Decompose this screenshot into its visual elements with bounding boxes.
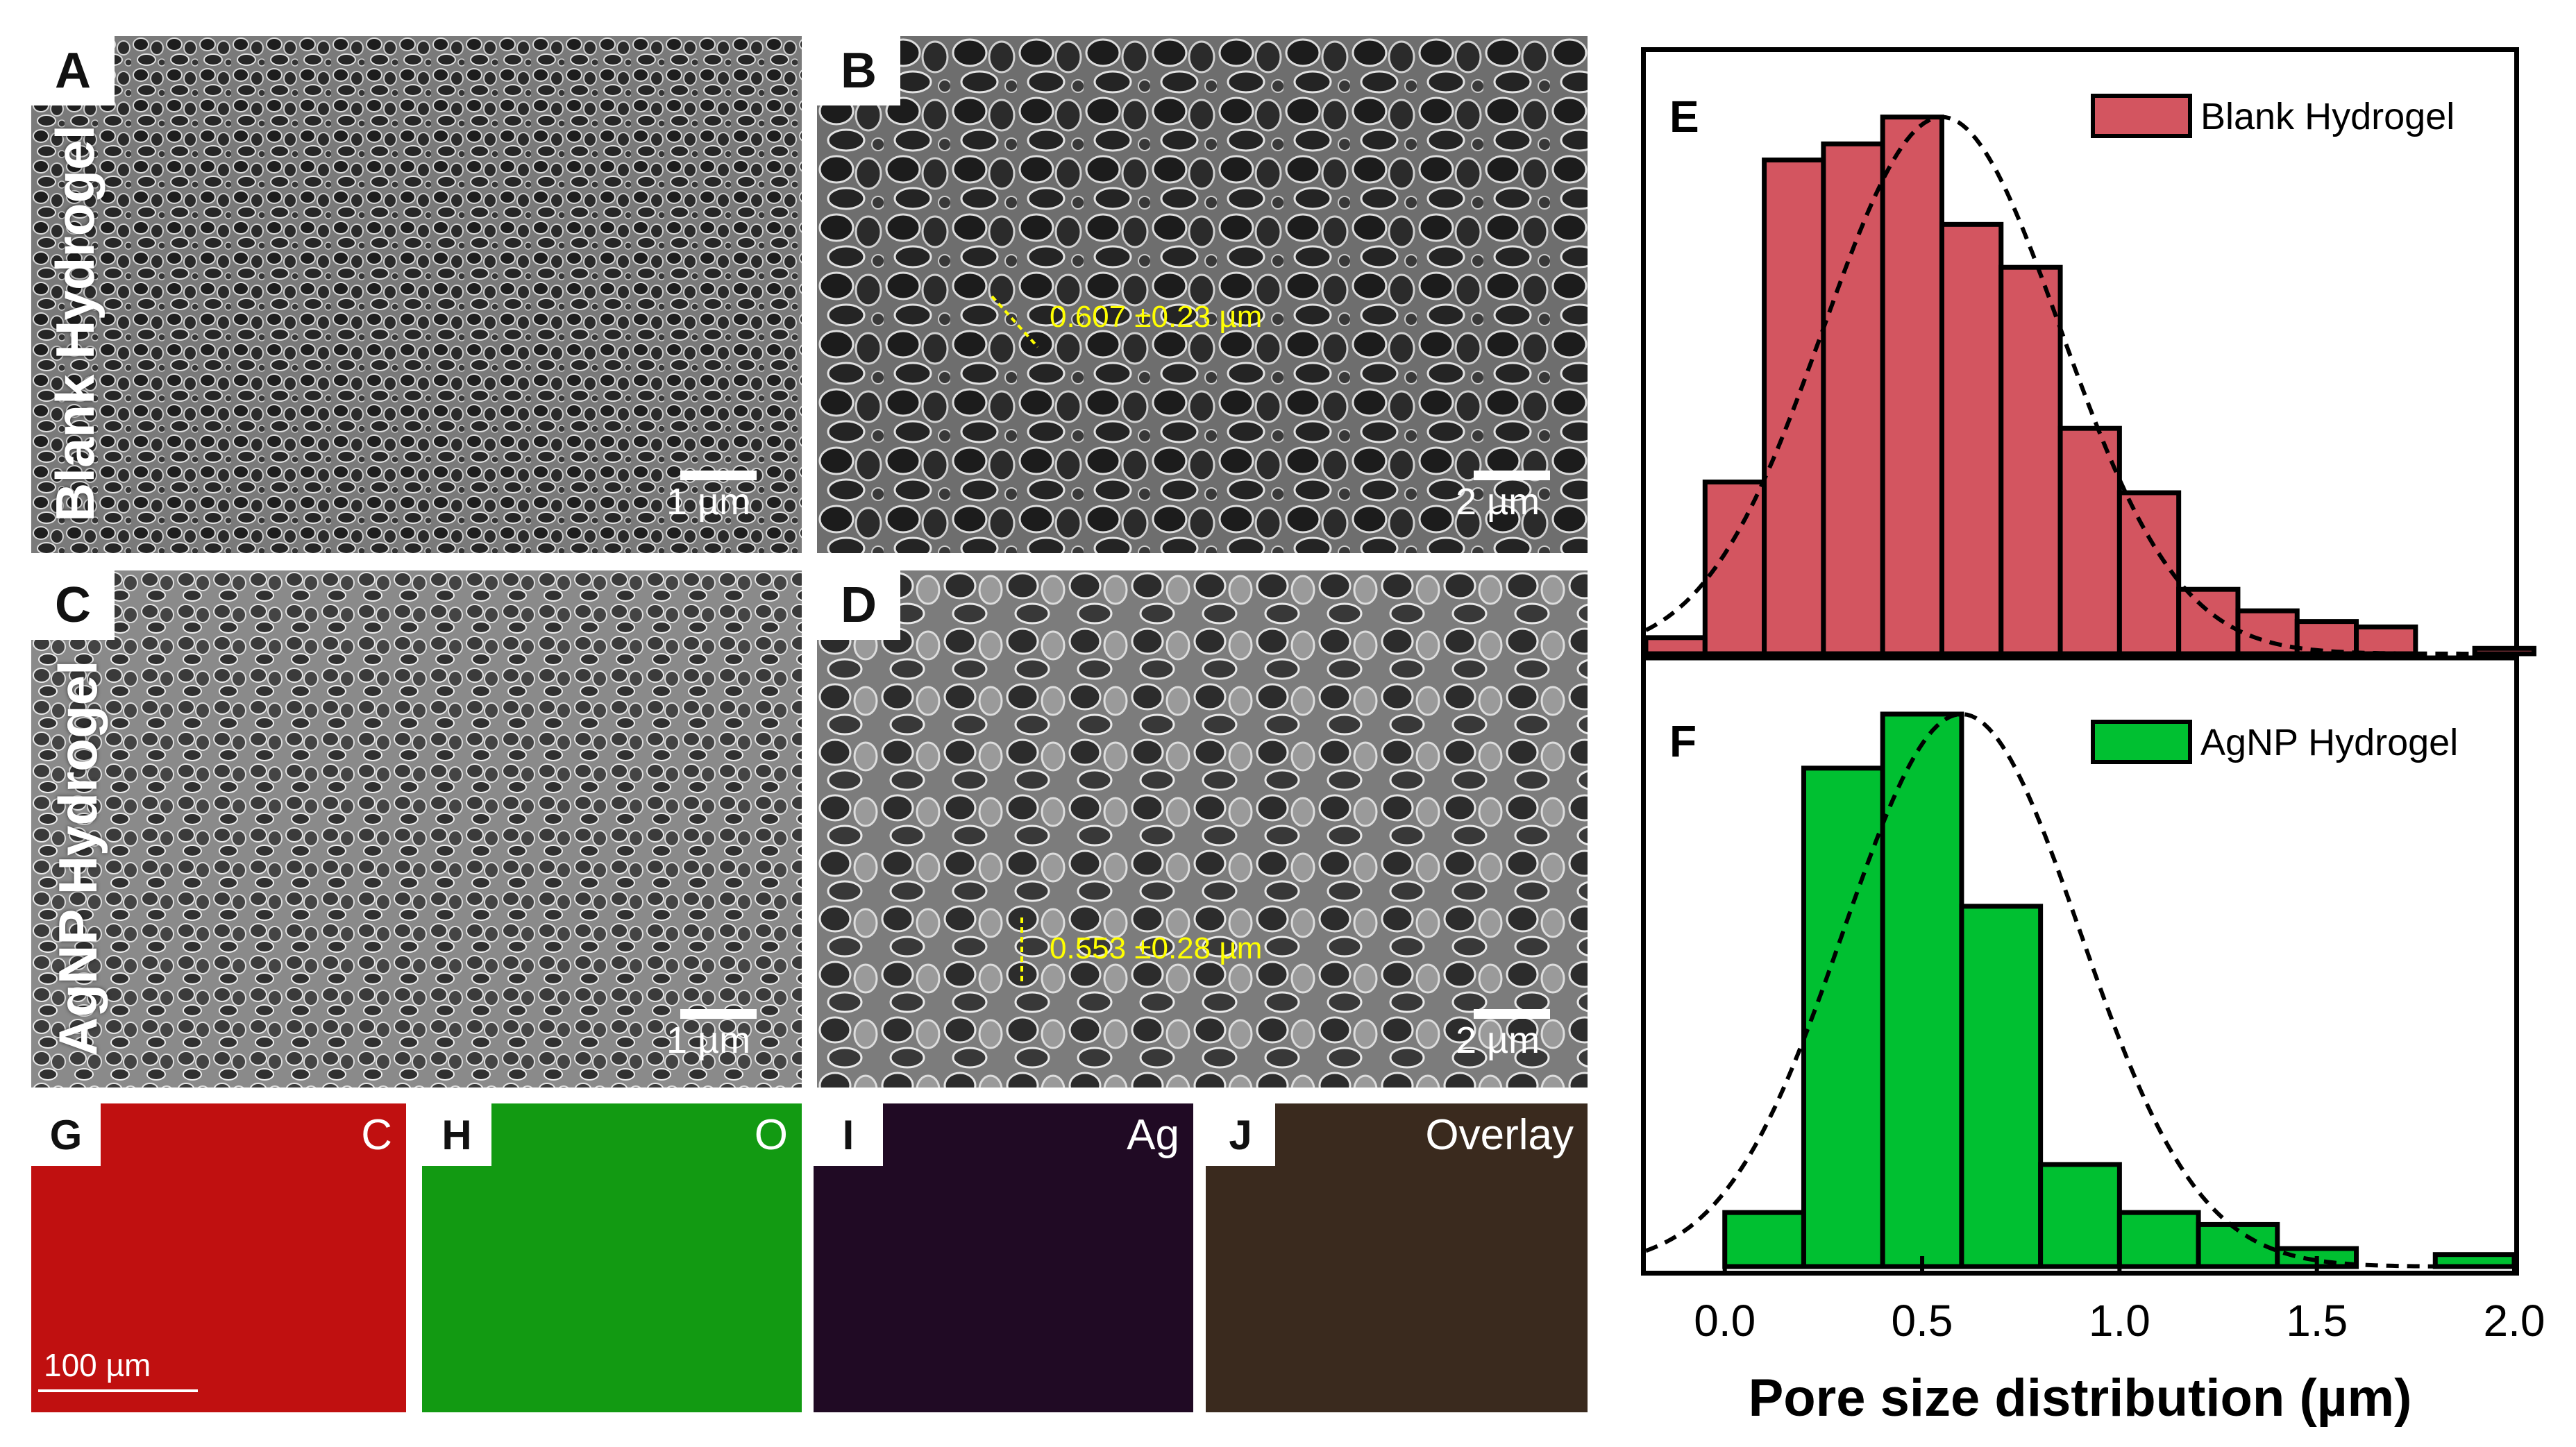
x-axis-label: Pore size distribution (µm): [1749, 1369, 2412, 1428]
scale-bar: [680, 1009, 757, 1019]
eds-panel-g: G C 100 µm: [31, 1103, 406, 1412]
element-label: C: [361, 1111, 392, 1159]
x-tick-label: 0.0: [1694, 1296, 1756, 1346]
scale-bar: [680, 471, 757, 480]
element-label: O: [754, 1111, 788, 1159]
x-tick-label: 2.0: [2484, 1296, 2545, 1346]
sem-texture-b: [817, 36, 1588, 553]
panel-label-c: C: [31, 570, 115, 640]
element-label: Overlay: [1425, 1111, 1574, 1159]
eds-panel-h: H O: [422, 1103, 802, 1412]
x-tick-label: 1.5: [2286, 1296, 2348, 1346]
panel-label-j: J: [1206, 1103, 1275, 1166]
pore-size-measurement: 0.553 ±0.28 µm: [1050, 931, 1263, 965]
scale-bar: [1474, 1009, 1550, 1019]
x-tick-label: 1.0: [2089, 1296, 2150, 1346]
panel-label-i: I: [814, 1103, 883, 1166]
sem-panel-d: D 0.553 ±0.28 µm 2 µm: [817, 570, 1588, 1088]
scale-bar-label: 2 µm: [1456, 1019, 1540, 1061]
sem-texture-c: [31, 570, 802, 1088]
element-label: Ag: [1127, 1111, 1179, 1159]
panel-label-b: B: [817, 36, 900, 105]
measurement-arrow: [991, 295, 1039, 348]
scale-bar-label: 2 µm: [1456, 481, 1540, 523]
scale-bar-label: 1 µm: [666, 1019, 751, 1061]
sem-texture-a: [31, 36, 802, 553]
pore-size-measurement: 0.607 ±0.23 µm: [1050, 300, 1263, 334]
histogram-frame: [1641, 47, 2519, 1276]
x-tick-label: 0.5: [1892, 1296, 1953, 1346]
eds-panel-j: J Overlay: [1206, 1103, 1588, 1412]
side-label-agnp-hydrogel: AgNP Hydrogel: [47, 660, 108, 1056]
sem-panel-c: C AgNP Hydrogel 1 µm: [31, 570, 802, 1088]
panel-label-d: D: [817, 570, 900, 640]
scale-bar: [1474, 471, 1550, 480]
sem-panel-a: A Blank Hydrogel 1 µm: [31, 36, 802, 553]
side-label-blank-hydrogel: Blank Hydrogel: [44, 124, 106, 522]
eds-scale-bar: [38, 1389, 198, 1392]
scale-bar-label: 1 µm: [666, 481, 751, 523]
panel-label-a: A: [31, 36, 115, 105]
sem-panel-b: B 0.607 ±0.23 µm 2 µm: [817, 36, 1588, 553]
eds-scale-bar-label: 100 µm: [44, 1347, 151, 1383]
panel-label-h: H: [422, 1103, 491, 1166]
panel-label-g: G: [31, 1103, 101, 1166]
eds-panel-i: I Ag: [814, 1103, 1193, 1412]
sem-texture-d: [817, 570, 1588, 1088]
